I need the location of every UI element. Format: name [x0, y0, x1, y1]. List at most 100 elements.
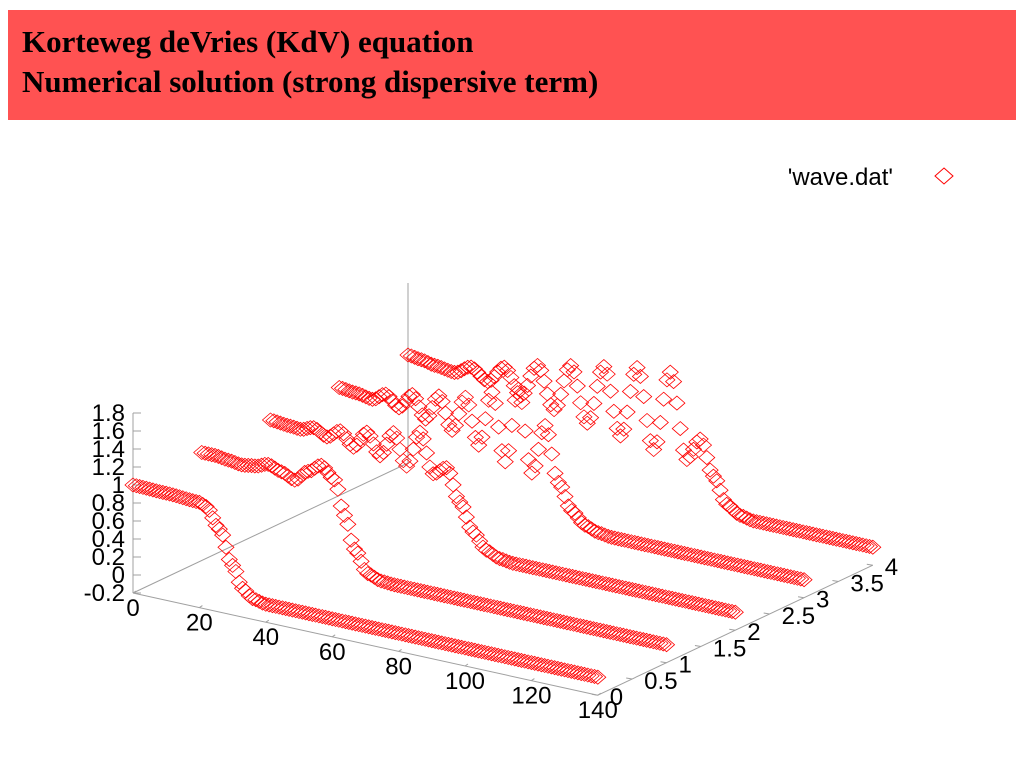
- data-point-y2: [381, 428, 399, 444]
- data-point-y0: [419, 632, 438, 648]
- data-point-y4: [585, 395, 603, 411]
- data-point-y3: [778, 568, 797, 584]
- data-point-y0: [164, 487, 182, 503]
- data-point-y4: [767, 518, 786, 534]
- data-point-y3: [735, 559, 753, 575]
- data-point-y2: [271, 415, 290, 431]
- data-point-y3: [772, 567, 790, 583]
- data-point-y1: [495, 601, 513, 617]
- data-point-y1: [193, 444, 211, 461]
- data-point-y4: [821, 530, 839, 546]
- data-point-y0: [200, 502, 218, 518]
- data-point-y0: [582, 668, 600, 684]
- data-point-y0: [539, 658, 557, 674]
- data-point-y4: [615, 421, 633, 437]
- data-point-y2: [663, 590, 681, 606]
- data-point-y4: [774, 519, 792, 536]
- data-point-y3: [360, 390, 378, 406]
- data-point-y3: [732, 558, 750, 574]
- data-point-y3: [529, 441, 548, 457]
- x-tick-label: 0: [126, 595, 139, 622]
- data-point-y2: [394, 453, 412, 469]
- data-point-y4: [605, 403, 623, 419]
- data-point-y4: [578, 415, 596, 431]
- data-point-y1: [392, 578, 410, 594]
- data-point-y0: [273, 600, 292, 616]
- data-point-y1: [412, 583, 430, 599]
- data-point-y4: [671, 421, 689, 437]
- data-point-y2: [637, 584, 655, 601]
- data-point-y4: [648, 434, 666, 450]
- data-point-y3: [400, 388, 418, 404]
- back-left-floor-line: [132, 462, 409, 594]
- data-point-y3: [403, 387, 421, 403]
- data-point-y0: [346, 616, 365, 632]
- data-point-y0: [526, 655, 544, 671]
- data-point-y4: [807, 527, 825, 543]
- y-tick-mark: [797, 596, 805, 599]
- data-point-y0: [320, 610, 338, 626]
- data-point-y0: [489, 647, 507, 663]
- data-point-y3: [722, 556, 740, 572]
- data-point-y3: [357, 389, 375, 405]
- data-point-y4: [469, 364, 487, 380]
- data-point-y1: [501, 602, 520, 618]
- data-point-y4: [601, 383, 620, 399]
- data-point-y4: [704, 468, 723, 484]
- data-point-y3: [466, 429, 484, 445]
- data-point-y1: [345, 541, 364, 557]
- data-point-y2: [530, 561, 549, 577]
- data-point-y1: [525, 607, 543, 624]
- data-point-y4: [611, 428, 630, 444]
- data-point-y0: [333, 613, 351, 629]
- data-point-y3: [347, 385, 365, 401]
- data-point-y2: [520, 559, 539, 575]
- data-point-y0: [223, 557, 242, 573]
- data-point-y1: [425, 586, 443, 602]
- y-tick-mark: [694, 644, 702, 647]
- data-point-y1: [325, 472, 344, 488]
- x-tick-mark: [464, 663, 469, 667]
- data-point-y0: [376, 622, 394, 639]
- data-point-y2: [351, 432, 369, 448]
- data-point-y4: [757, 516, 776, 532]
- x-tick-label: 20: [186, 610, 213, 637]
- data-point-y1: [624, 629, 642, 645]
- data-point-y2: [378, 436, 396, 452]
- data-point-y0: [343, 615, 361, 631]
- data-point-y2: [557, 567, 575, 583]
- data-point-y4: [422, 356, 440, 372]
- data-point-y0: [180, 492, 199, 508]
- data-point-y2: [414, 431, 432, 447]
- data-point-y0: [469, 643, 487, 659]
- data-point-y0: [217, 539, 235, 555]
- y-tick-mark: [866, 563, 873, 566]
- data-point-y3: [768, 566, 787, 582]
- data-point-y0: [373, 622, 391, 638]
- data-point-y0: [492, 648, 511, 664]
- data-point-y3: [350, 386, 368, 402]
- data-point-y1: [538, 610, 556, 626]
- data-point-y2: [500, 554, 519, 570]
- data-point-y2: [603, 577, 622, 593]
- data-point-y3: [712, 553, 730, 569]
- data-point-y0: [386, 625, 404, 641]
- data-point-y4: [409, 351, 427, 367]
- data-point-y1: [269, 462, 287, 478]
- data-point-y2: [660, 590, 678, 606]
- data-point-y4: [435, 361, 454, 377]
- data-point-y4: [791, 523, 809, 539]
- data-point-y1: [515, 605, 533, 621]
- data-point-y3: [426, 391, 445, 407]
- data-point-y4: [864, 539, 882, 555]
- data-point-y2: [524, 560, 542, 576]
- data-point-y0: [323, 611, 341, 627]
- data-point-y0: [127, 478, 145, 494]
- data-point-y4: [412, 352, 430, 368]
- title-banner: Korteweg deVries (KdV) equation Numerica…: [8, 10, 1016, 120]
- data-point-y4: [814, 528, 832, 544]
- data-point-y1: [558, 615, 576, 631]
- data-point-y1: [518, 606, 536, 622]
- data-point-y4: [860, 538, 879, 555]
- data-point-y1: [395, 579, 413, 595]
